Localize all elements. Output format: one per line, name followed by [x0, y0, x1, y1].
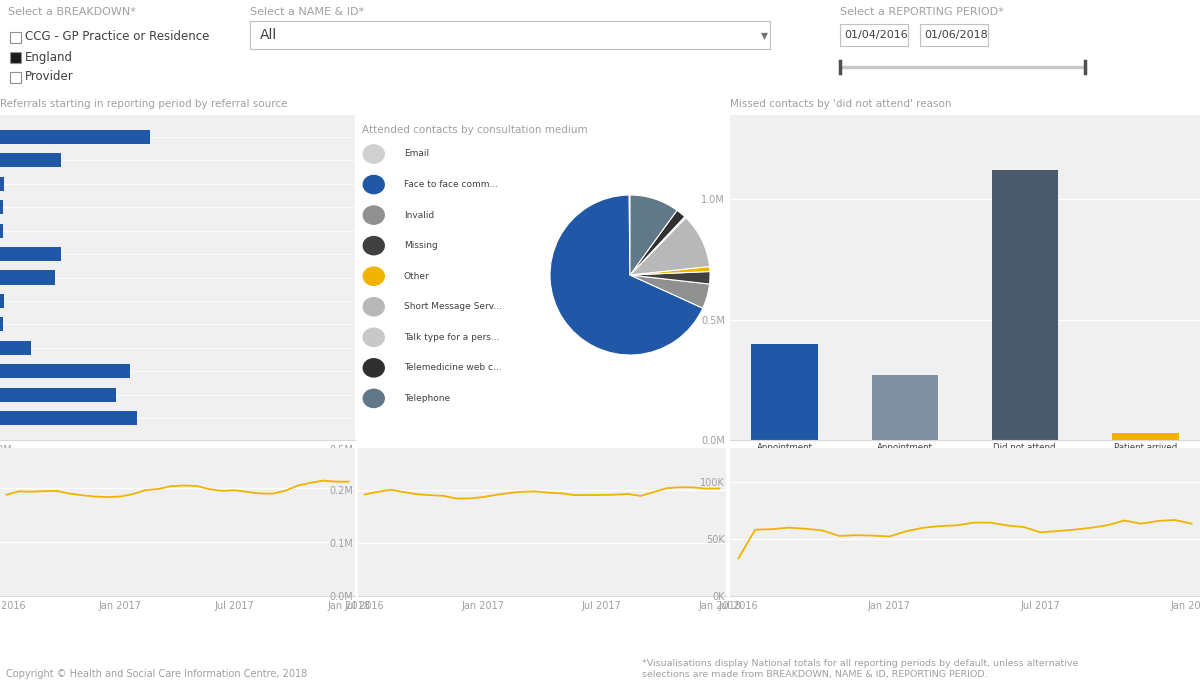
Text: Select a REPORTING PERIOD*: Select a REPORTING PERIOD*	[840, 7, 1003, 17]
Text: Referrals starting in reporting period by referral source: Referrals starting in reporting period b…	[0, 99, 288, 109]
Text: *Visualisations display National totals for all reporting periods by default, un: *Visualisations display National totals …	[642, 660, 1079, 679]
Text: 01/06/2018: 01/06/2018	[924, 30, 988, 40]
Circle shape	[364, 328, 384, 346]
Circle shape	[364, 145, 384, 163]
Bar	[0, 411, 137, 425]
Text: All: All	[260, 28, 277, 42]
Wedge shape	[630, 216, 686, 275]
Bar	[0, 364, 130, 379]
Wedge shape	[630, 218, 709, 275]
Bar	[992, 170, 1058, 440]
Wedge shape	[630, 210, 685, 275]
Text: Select a BREAKDOWN*: Select a BREAKDOWN*	[8, 7, 136, 17]
Text: Telemedicine web c...: Telemedicine web c...	[403, 363, 502, 372]
Bar	[0, 153, 61, 168]
Text: Invalid: Invalid	[403, 211, 434, 220]
Bar	[10, 52, 22, 63]
Bar	[871, 375, 938, 440]
Circle shape	[364, 206, 384, 224]
Text: Missing: Missing	[403, 241, 438, 250]
FancyBboxPatch shape	[250, 21, 770, 49]
Bar	[0, 271, 55, 284]
Bar	[0, 341, 31, 355]
Wedge shape	[630, 271, 710, 284]
Text: Face to face comm...: Face to face comm...	[403, 180, 498, 189]
Circle shape	[364, 175, 384, 194]
Text: Attended contacts by consultation medium: Attended contacts by consultation medium	[362, 125, 588, 135]
Bar	[0, 387, 116, 402]
Bar	[0, 177, 4, 191]
Text: ▾: ▾	[761, 28, 768, 42]
Bar	[0, 247, 61, 261]
Bar	[1112, 433, 1178, 440]
Text: Select a NAME & ID*: Select a NAME & ID*	[250, 7, 364, 17]
Wedge shape	[550, 195, 703, 355]
Bar	[10, 32, 22, 43]
Bar	[0, 130, 150, 144]
Text: Short Message Serv...: Short Message Serv...	[403, 302, 502, 311]
Bar	[751, 344, 817, 440]
Text: Missed contacts by 'did not attend' reason: Missed contacts by 'did not attend' reas…	[730, 99, 952, 109]
Wedge shape	[630, 267, 710, 275]
Circle shape	[364, 236, 384, 255]
Text: Email: Email	[403, 150, 428, 159]
Text: Copyright © Health and Social Care Information Centre, 2018: Copyright © Health and Social Care Infor…	[6, 668, 307, 679]
Bar	[0, 294, 4, 308]
Text: Other: Other	[403, 271, 430, 281]
Wedge shape	[630, 195, 677, 275]
Text: Provider: Provider	[25, 71, 73, 84]
Circle shape	[364, 390, 384, 407]
Text: Talk type for a pers...: Talk type for a pers...	[403, 333, 499, 342]
Circle shape	[364, 267, 384, 285]
Text: Telephone: Telephone	[403, 394, 450, 403]
Bar	[0, 223, 4, 238]
Circle shape	[364, 297, 384, 316]
FancyBboxPatch shape	[840, 24, 908, 46]
Text: England: England	[25, 51, 73, 63]
FancyBboxPatch shape	[920, 24, 988, 46]
Bar	[10, 72, 22, 83]
Bar	[0, 200, 4, 214]
Text: CCG - GP Practice or Residence: CCG - GP Practice or Residence	[25, 30, 209, 43]
Bar	[0, 317, 4, 331]
Text: 01/04/2016: 01/04/2016	[844, 30, 907, 40]
Circle shape	[364, 359, 384, 377]
Wedge shape	[630, 275, 709, 308]
